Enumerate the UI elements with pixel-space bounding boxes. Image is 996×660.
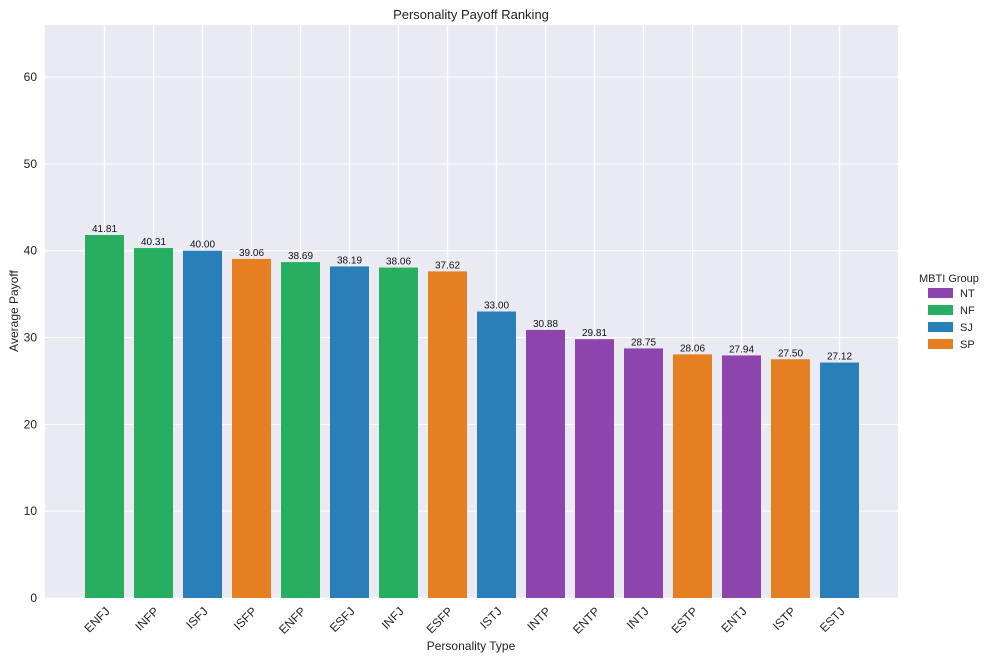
x-axis-label: Personality Type (427, 639, 516, 653)
value-label: 38.06 (386, 257, 411, 268)
bar-istj (477, 311, 516, 598)
y-tick-label: 60 (24, 70, 38, 84)
value-label: 29.81 (582, 328, 607, 339)
y-axis-label: Average Payoff (7, 270, 21, 352)
legend-swatch-nf (928, 305, 953, 315)
bar-infj (379, 267, 418, 598)
legend-label-nt: NT (960, 288, 975, 300)
value-label: 39.06 (239, 248, 264, 259)
bar-infp (134, 248, 173, 599)
y-tick-label: 40 (24, 244, 38, 258)
bar-enfp (281, 262, 320, 598)
legend-swatch-nt (928, 288, 953, 298)
y-tick-label: 20 (24, 417, 38, 431)
value-labels: 41.81 40.31 40.00 39.06 38.69 38.19 38.06 37.62… (92, 224, 852, 363)
legend-swatch-sj (928, 322, 953, 332)
legend-label-nf: NF (960, 305, 975, 317)
bar-istp (771, 359, 810, 598)
value-label: 27.12 (827, 352, 852, 363)
value-label: 40.00 (190, 240, 215, 251)
bar-estp (673, 354, 712, 598)
chart-title: Personality Payoff Ranking (393, 7, 549, 22)
value-label: 27.50 (778, 348, 803, 359)
bar-isfp (232, 258, 271, 598)
bar-esfj (330, 266, 369, 598)
y-tick-label: 50 (24, 157, 38, 171)
value-label: 38.69 (288, 251, 313, 262)
value-label: 40.31 (141, 237, 166, 248)
bar-intp (526, 329, 565, 598)
legend-label-sj: SJ (960, 322, 973, 334)
value-label: 37.62 (435, 260, 460, 271)
bars (85, 235, 859, 599)
bar-isfj (183, 250, 222, 598)
value-label: 33.00 (484, 301, 509, 312)
y-tick-label: 0 (30, 591, 37, 605)
bar-estj (820, 362, 859, 598)
legend-swatch-sp (928, 339, 953, 349)
value-label: 30.88 (533, 319, 558, 330)
value-label: 38.19 (337, 255, 362, 266)
legend: MBTI Group NT NF SJ SP (919, 273, 979, 351)
value-label: 28.06 (680, 343, 705, 354)
bar-intj (624, 348, 663, 598)
legend-label-sp: SP (960, 339, 975, 351)
y-tick-label: 10 (24, 504, 38, 518)
bar-esfp (428, 271, 467, 598)
bar-enfj (85, 235, 124, 598)
value-label: 27.94 (729, 344, 754, 355)
bar-entj (722, 355, 761, 598)
bar-entp (575, 339, 614, 598)
y-axis: 0 10 20 30 40 50 60 (24, 70, 38, 605)
value-label: 41.81 (92, 224, 117, 235)
value-label: 28.75 (631, 337, 656, 348)
y-tick-label: 30 (24, 331, 38, 345)
legend-title: MBTI Group (919, 273, 979, 285)
